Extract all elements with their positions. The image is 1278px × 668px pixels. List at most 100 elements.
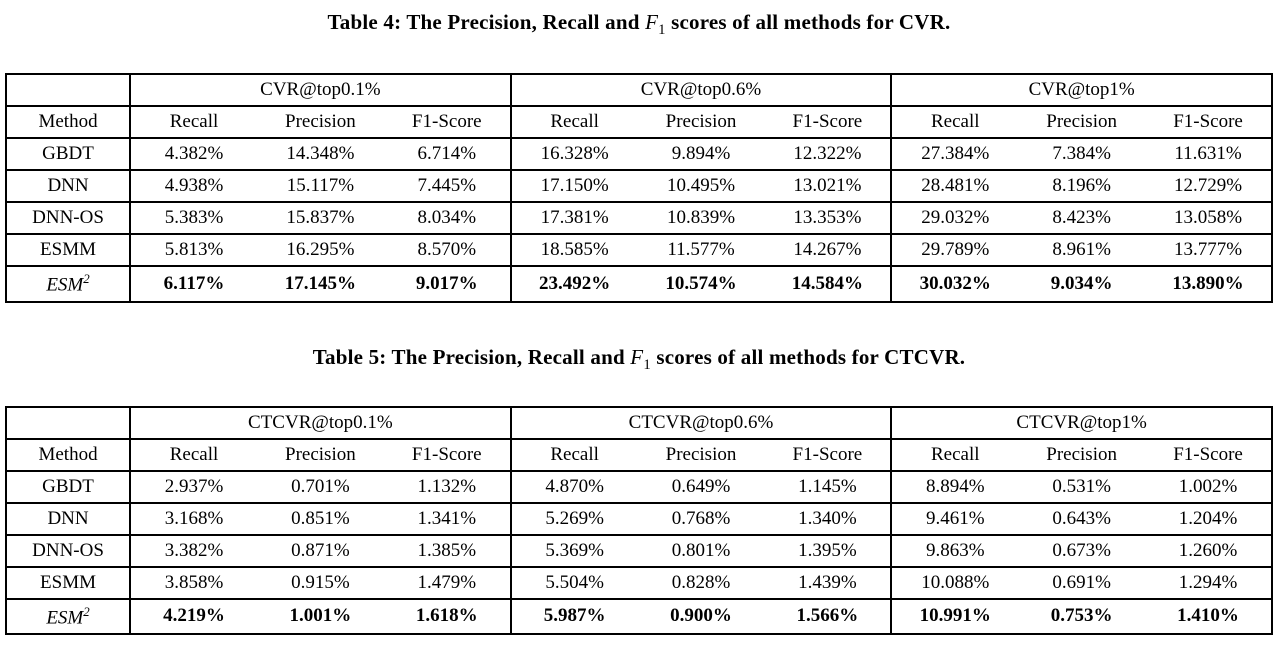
metric-column-header: F1-Score <box>1173 111 1243 133</box>
value-cell: 5.504% <box>509 566 638 599</box>
value-cell: 11.631% <box>1174 143 1242 165</box>
value-cell: 6.714% <box>417 143 477 165</box>
table5-caption: Table 5: The Precision, Recall and F1 sc… <box>5 345 1273 374</box>
value-cell: 1.001% <box>289 605 352 627</box>
value-cell: 6.117% <box>129 266 257 302</box>
value-cell: 1.479% <box>417 571 477 593</box>
paper-page: Table 4: The Precision, Recall and F1 sc… <box>5 10 1273 636</box>
group-header: CVR@top0.6% <box>509 74 892 107</box>
value-cell: 0.673% <box>1052 539 1111 561</box>
table-row: DNN 4.938% 15.117% 7.445% 17.150% 10.495% 13.0… <box>6 170 1272 203</box>
metric-column-header: Recall <box>509 438 638 471</box>
method-column-header: Method <box>38 111 98 133</box>
value-cell: 12.322% <box>793 143 862 165</box>
metric-column-header: F1-Score <box>1173 443 1243 465</box>
value-cell: 1.294% <box>1178 571 1238 593</box>
metric-column-header: Precision <box>285 111 356 133</box>
method-column-header: Method <box>38 443 98 465</box>
value-cell: 15.837% <box>286 207 355 229</box>
value-cell: 1.395% <box>798 539 857 561</box>
value-cell: 13.890% <box>1172 272 1244 294</box>
value-cell: 9.017% <box>415 272 478 294</box>
column-header-row: Method Recall Precision F1-Score Recall Preci… <box>6 438 1272 471</box>
value-cell: 3.382% <box>129 534 257 567</box>
method-cell: GBDT <box>42 475 94 497</box>
method-cell: DNN-OS <box>32 207 104 229</box>
value-cell: 16.295% <box>286 239 355 261</box>
value-cell: 5.987% <box>509 598 638 635</box>
value-cell: 29.032% <box>890 202 1019 235</box>
value-cell: 0.828% <box>671 571 731 593</box>
value-cell: 4.938% <box>129 170 257 203</box>
value-cell: 5.269% <box>509 502 638 535</box>
method-cell: DNN-OS <box>32 539 104 561</box>
value-cell: 8.196% <box>1052 175 1111 197</box>
value-cell: 1.340% <box>798 507 857 529</box>
value-cell: 29.789% <box>890 234 1019 267</box>
corner-cell <box>6 407 130 439</box>
value-cell: 11.577% <box>667 239 735 261</box>
metric-column-header: Recall <box>129 438 257 471</box>
value-cell: 1.002% <box>1178 475 1238 497</box>
value-cell: 0.871% <box>291 539 350 561</box>
table-row: ESMM 3.858% 0.915% 1.479% 5.504% 0.828% 1.439%… <box>6 566 1272 599</box>
value-cell: 14.584% <box>791 272 863 294</box>
metric-column-header: Precision <box>665 443 737 465</box>
value-cell: 10.839% <box>666 207 736 229</box>
value-cell: 16.328% <box>509 138 638 171</box>
value-cell: 8.961% <box>1052 239 1111 261</box>
value-cell: 0.701% <box>291 475 350 497</box>
table4-section: Table 4: The Precision, Recall and F1 sc… <box>5 10 1273 303</box>
value-cell: 17.145% <box>284 272 356 294</box>
value-cell: 8.423% <box>1052 207 1111 229</box>
value-cell: 1.132% <box>417 475 477 497</box>
table-row: ESM2 4.219% 1.001% 1.618% 5.987% 0.900% 1.566%… <box>6 598 1272 635</box>
group-header: CVR@top1% <box>890 74 1272 107</box>
value-cell: 14.348% <box>286 143 355 165</box>
value-cell: 12.729% <box>1173 175 1243 197</box>
group-header: CTCVR@top1% <box>890 406 1272 439</box>
table-row: DNN-OS 5.383% 15.837% 8.034% 17.381% 10.839% 1… <box>6 202 1272 235</box>
column-header-row: Method Recall Precision F1-Score Recall Preci… <box>6 106 1272 139</box>
method-cell: ESMM <box>40 571 97 593</box>
metric-column-header: Precision <box>285 443 356 465</box>
value-cell: 27.384% <box>890 138 1019 171</box>
value-cell: 13.058% <box>1173 207 1243 229</box>
table-row: DNN 3.168% 0.851% 1.341% 5.269% 0.768% 1.340% 9… <box>6 502 1272 535</box>
value-cell: 7.384% <box>1052 143 1111 165</box>
ctcvr-results-table: CTCVR@top0.1% CTCVR@top0.6% CTCVR@top1% Met… <box>5 405 1273 636</box>
math-subscript: 1 <box>658 22 666 39</box>
value-cell: 10.574% <box>665 272 737 294</box>
value-cell: 3.858% <box>129 566 257 599</box>
metric-column-header: Precision <box>1046 443 1117 465</box>
caption-suffix: scores of all methods for CVR. <box>671 10 951 34</box>
value-cell: 9.894% <box>671 143 731 165</box>
value-cell: 0.531% <box>1052 475 1111 497</box>
caption-suffix: scores of all methods for CTCVR. <box>656 344 966 369</box>
metric-column-header: Recall <box>509 106 638 139</box>
value-cell: 0.753% <box>1050 605 1113 627</box>
value-cell: 7.445% <box>417 175 477 197</box>
group-header: CTCVR@top0.6% <box>509 406 892 439</box>
method-cell: ESM2 <box>46 603 90 629</box>
value-cell: 1.410% <box>1177 605 1239 627</box>
metric-column-header: Precision <box>1046 111 1117 133</box>
value-cell: 30.032% <box>890 266 1019 302</box>
table-row: GBDT 2.937% 0.701% 1.132% 4.870% 0.649% 1.145%… <box>6 470 1272 503</box>
value-cell: 4.870% <box>509 470 638 503</box>
metric-column-header: Recall <box>890 438 1019 471</box>
table5-section: Table 5: The Precision, Recall and F1 sc… <box>5 345 1273 636</box>
value-cell: 0.643% <box>1052 507 1111 529</box>
value-cell: 8.034% <box>417 207 477 229</box>
math-variable: F <box>645 10 659 34</box>
value-cell: 0.768% <box>671 507 731 529</box>
value-cell: 4.219% <box>129 598 257 635</box>
value-cell: 1.618% <box>415 605 478 627</box>
value-cell: 5.813% <box>129 234 257 267</box>
value-cell: 17.381% <box>509 202 638 235</box>
value-cell: 0.851% <box>291 507 350 529</box>
value-cell: 0.691% <box>1052 571 1111 593</box>
corner-cell <box>6 74 130 106</box>
table-body: GBDT 2.937% 0.701% 1.132% 4.870% 0.649% 1.145%… <box>6 470 1272 635</box>
math-variable: F <box>630 344 644 369</box>
